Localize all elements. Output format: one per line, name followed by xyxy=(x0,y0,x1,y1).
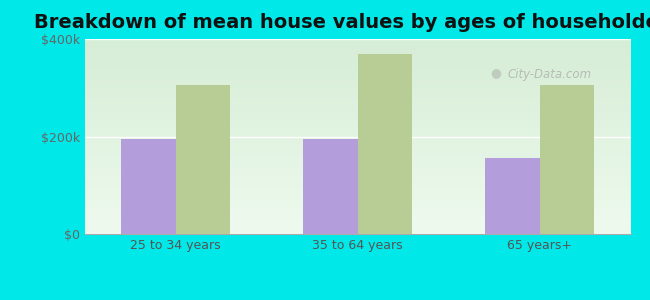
Bar xyxy=(358,54,412,234)
Bar xyxy=(176,85,230,234)
Text: ●: ● xyxy=(491,66,502,79)
Bar xyxy=(485,158,540,234)
Bar xyxy=(540,85,594,234)
Text: City-Data.com: City-Data.com xyxy=(507,68,591,81)
Title: Breakdown of mean house values by ages of householders: Breakdown of mean house values by ages o… xyxy=(34,13,650,32)
Bar xyxy=(303,139,358,234)
Bar xyxy=(121,139,176,234)
